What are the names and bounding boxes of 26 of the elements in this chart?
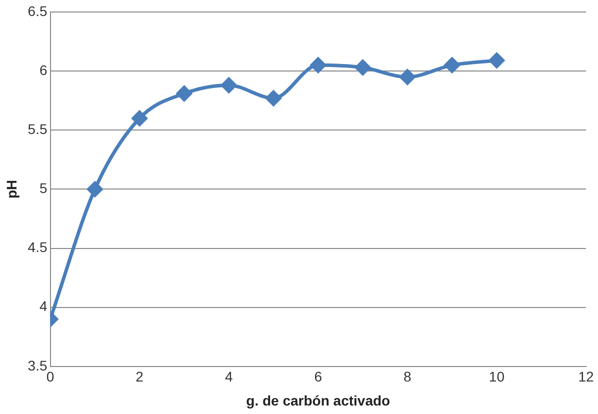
point xyxy=(355,60,371,76)
point xyxy=(176,86,192,102)
x-tick-label: 4 xyxy=(224,368,233,385)
point xyxy=(87,181,103,197)
x-tick-label: 12 xyxy=(578,368,594,385)
x-tick-label: 8 xyxy=(404,368,412,385)
point xyxy=(444,57,460,73)
point xyxy=(266,90,282,106)
x-tick-label: 10 xyxy=(488,368,505,385)
y-tick-label: 5 xyxy=(39,180,48,196)
point xyxy=(488,52,504,68)
point xyxy=(221,77,237,93)
y-tick-label: 6 xyxy=(39,62,48,78)
point xyxy=(400,69,416,85)
x-tick-label: 0 xyxy=(46,368,54,385)
y-tick-label: 4.5 xyxy=(28,239,48,256)
x-tick-label: 6 xyxy=(314,368,322,385)
x-tick-label: 2 xyxy=(136,368,144,385)
point xyxy=(310,57,326,73)
x-axis-title: g. de carbón activado xyxy=(246,392,390,408)
y-tick-label: 4 xyxy=(39,298,48,314)
y-tick-label: 6.5 xyxy=(28,2,48,19)
point xyxy=(132,110,148,126)
y-tick-label: 3.5 xyxy=(28,357,48,374)
y-axis-title: pH xyxy=(3,180,20,199)
y-tick-label: 5.5 xyxy=(28,120,48,137)
